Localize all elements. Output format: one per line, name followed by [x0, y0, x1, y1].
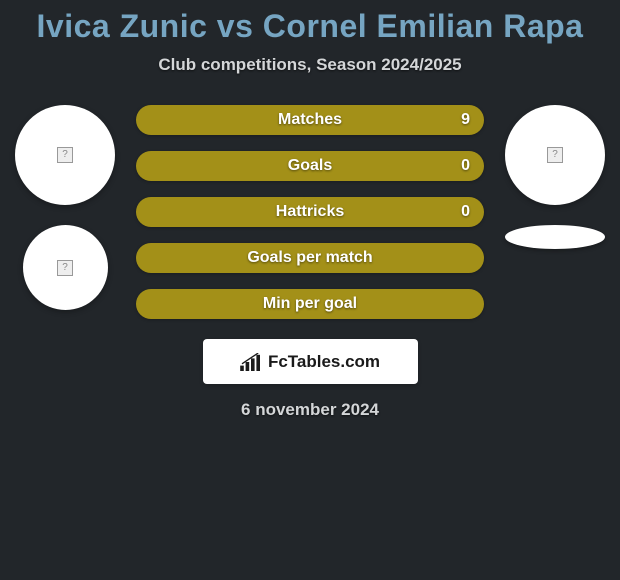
stat-value-right: 9	[461, 111, 470, 129]
brand-box[interactable]: FcTables.com	[203, 339, 418, 384]
stat-label: Goals	[288, 157, 332, 175]
content-wrapper: Ivica Zunic vs Cornel Emilian Rapa Club …	[0, 0, 620, 580]
player-right-column: ?	[500, 105, 610, 249]
brand-text: FcTables.com	[268, 352, 380, 372]
stats-column: Matches 9 Goals 0 Hattricks 0 Goals per …	[120, 105, 500, 319]
placeholder-image-icon: ?	[57, 260, 73, 276]
stat-bar-goals: Goals 0	[136, 151, 484, 181]
stat-bar-matches: Matches 9	[136, 105, 484, 135]
stat-value-right: 0	[461, 157, 470, 175]
placeholder-image-icon: ?	[547, 147, 563, 163]
player1-club-avatar: ?	[23, 225, 108, 310]
subtitle: Club competitions, Season 2024/2025	[0, 55, 620, 75]
brand-chart-icon	[240, 353, 262, 371]
stat-bar-hattricks: Hattricks 0	[136, 197, 484, 227]
placeholder-image-icon: ?	[57, 147, 73, 163]
player1-avatar: ?	[15, 105, 115, 205]
player-left-column: ? ?	[10, 105, 120, 310]
stat-label: Min per goal	[263, 295, 357, 313]
main-row: ? ? Matches 9 Goals 0 Hattricks 0 Goals …	[0, 105, 620, 319]
player2-avatar: ?	[505, 105, 605, 205]
page-title: Ivica Zunic vs Cornel Emilian Rapa	[0, 0, 620, 45]
stat-value-right: 0	[461, 203, 470, 221]
stat-label: Goals per match	[247, 249, 372, 267]
stat-label: Matches	[278, 111, 342, 129]
stat-label: Hattricks	[276, 203, 344, 221]
date-text: 6 november 2024	[0, 400, 620, 420]
stat-bar-min-per-goal: Min per goal	[136, 289, 484, 319]
stat-bar-goals-per-match: Goals per match	[136, 243, 484, 273]
player2-club-oval	[505, 225, 605, 249]
